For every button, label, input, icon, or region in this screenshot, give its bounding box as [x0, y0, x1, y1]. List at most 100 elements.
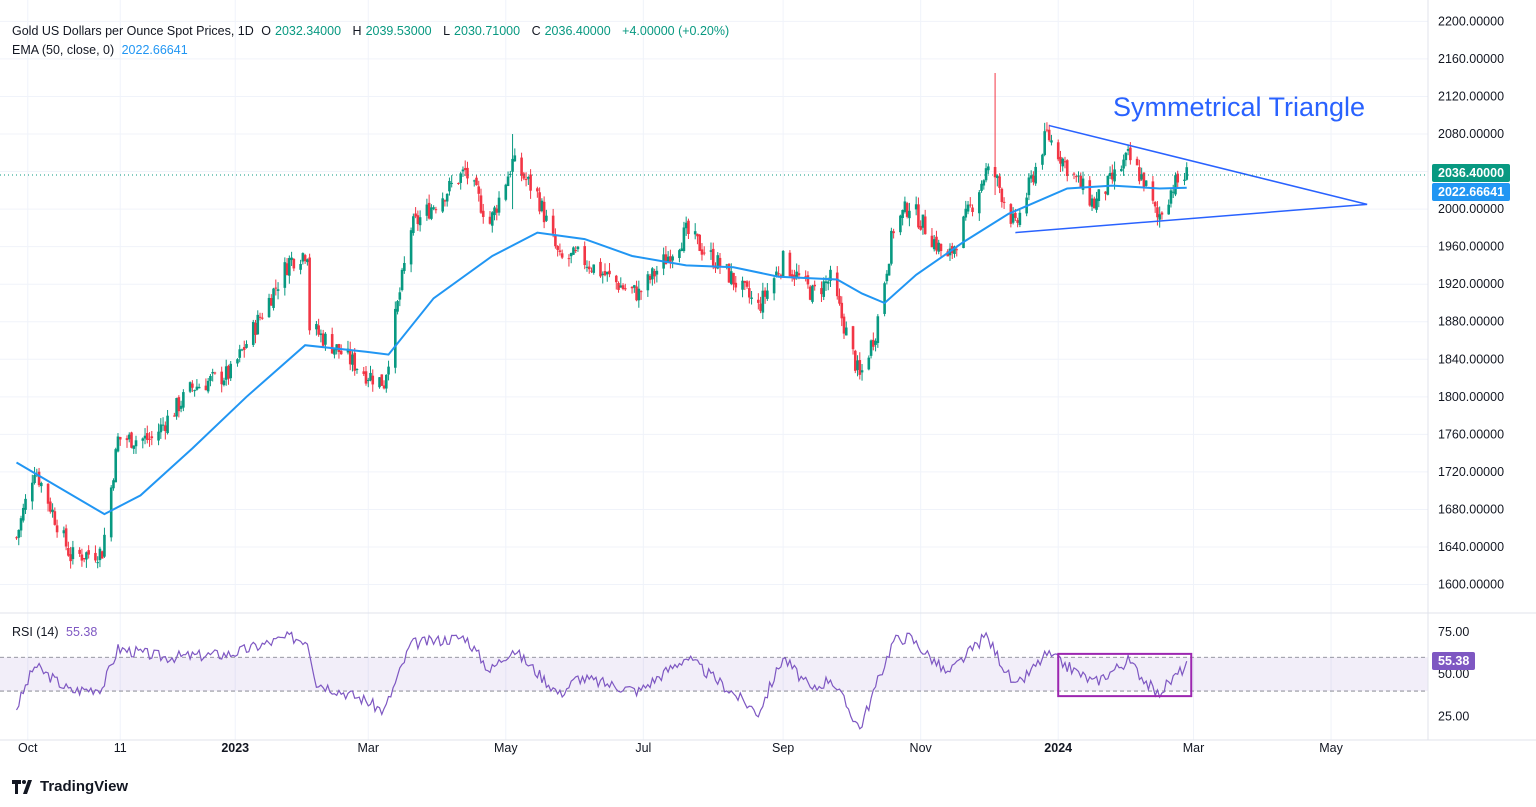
candle-body: [55, 525, 59, 533]
candle-body: [797, 273, 801, 276]
candle-body: [141, 438, 145, 441]
tradingview-logo[interactable]: TradingView: [12, 778, 128, 795]
candle-body: [387, 366, 390, 375]
candle-body: [572, 247, 575, 255]
candle-body: [872, 339, 875, 347]
candle-body: [51, 509, 54, 513]
candle-body: [592, 264, 596, 273]
candle-body: [696, 233, 699, 237]
candle-body: [542, 201, 546, 223]
price-tick-label: 1760.00000: [1438, 427, 1504, 441]
price-tick-label: 1680.00000: [1438, 502, 1504, 516]
candle-body: [538, 192, 541, 212]
ema-price-tag: 2022.66641: [1432, 183, 1511, 201]
candle-body: [775, 271, 778, 277]
symbol-title: Gold US Dollars per Ounce Spot Prices, 1…: [12, 24, 254, 38]
candle-body: [811, 285, 814, 302]
candle-body: [858, 360, 862, 375]
candle-body: [315, 323, 318, 330]
candle-body: [78, 549, 81, 554]
rsi-tick-label: 50.00: [1438, 667, 1469, 681]
candle-body: [94, 552, 97, 561]
candle-body: [15, 537, 18, 539]
candle-body: [82, 558, 86, 560]
candle-body: [777, 273, 780, 275]
candle-body: [301, 253, 305, 262]
candle-body: [80, 554, 84, 561]
candle-body: [1063, 161, 1067, 163]
candle-body: [874, 340, 877, 345]
candle-body: [177, 397, 181, 412]
candle-body: [229, 363, 233, 379]
candle-body: [887, 263, 891, 276]
candle-body: [890, 230, 893, 264]
candle-body: [856, 360, 859, 370]
ohlc-low: L 2030.71000: [443, 24, 521, 38]
candle-body: [732, 272, 735, 285]
candle-body: [21, 507, 25, 521]
candle-body: [1160, 212, 1164, 215]
candle-body: [1074, 176, 1078, 178]
ohlc-open: O 2032.34000: [261, 24, 342, 38]
candle-body: [932, 239, 936, 250]
candle-body: [118, 436, 122, 440]
candle-body: [513, 155, 517, 162]
price-tick-label: 2200.00000: [1438, 14, 1504, 28]
candle-body: [274, 287, 278, 289]
candle-body: [1041, 154, 1044, 165]
candle-body: [1176, 173, 1180, 183]
candle-body: [463, 168, 467, 171]
price-tick-label: 1920.00000: [1438, 277, 1504, 291]
candle-body: [461, 169, 465, 172]
candle-body: [1122, 159, 1125, 169]
time-tick-label: 2024: [1044, 741, 1072, 755]
ema-line-path: [15, 184, 1187, 516]
candle-body: [655, 270, 659, 275]
candle-body: [527, 176, 530, 179]
candle-body: [982, 180, 986, 186]
candle-body: [238, 349, 242, 358]
candle-body: [842, 316, 846, 334]
candle-body: [308, 257, 311, 331]
rsi-legend: RSI (14) 55.38: [12, 625, 101, 639]
candle-body: [750, 297, 753, 299]
rsi-value-tag: 55.38: [1432, 652, 1476, 670]
price-tick-label: 1800.00000: [1438, 390, 1504, 404]
candle-body: [1061, 158, 1065, 167]
candle-body: [319, 333, 323, 336]
candle-body: [1097, 189, 1101, 202]
candle-body: [637, 288, 641, 301]
candle-body: [143, 435, 147, 439]
candle-body: [576, 246, 580, 250]
candle-body: [450, 182, 453, 184]
candle-body: [1047, 129, 1051, 141]
candle-body: [757, 299, 760, 303]
triangle-trendlines: [1015, 124, 1368, 234]
candle-body: [1183, 179, 1186, 182]
candle-body: [157, 431, 160, 441]
candle-body: [432, 207, 435, 209]
time-tick-label: 2023: [221, 741, 249, 755]
candle-body: [851, 326, 855, 350]
candle-body: [536, 188, 539, 192]
candle-body: [479, 195, 483, 213]
candle-body: [127, 434, 131, 440]
candle-body: [1126, 149, 1130, 151]
time-tick-label: Jul: [635, 741, 651, 755]
candle-body: [844, 327, 848, 336]
candle-body: [283, 262, 287, 288]
candle-body: [914, 204, 918, 210]
candle-body: [804, 276, 807, 278]
candle-body: [64, 528, 68, 547]
candle-body: [968, 204, 972, 206]
rsi-highlight-box: [1057, 652, 1193, 698]
candle-body: [384, 374, 388, 389]
candle-body: [224, 366, 228, 380]
candle-body: [100, 551, 104, 559]
candle-body: [1056, 142, 1060, 160]
candle-body: [779, 274, 783, 276]
candle-body: [1142, 172, 1146, 188]
candle-body: [109, 487, 113, 538]
candle-body: [820, 288, 823, 295]
price-tick-label: 1880.00000: [1438, 315, 1504, 329]
